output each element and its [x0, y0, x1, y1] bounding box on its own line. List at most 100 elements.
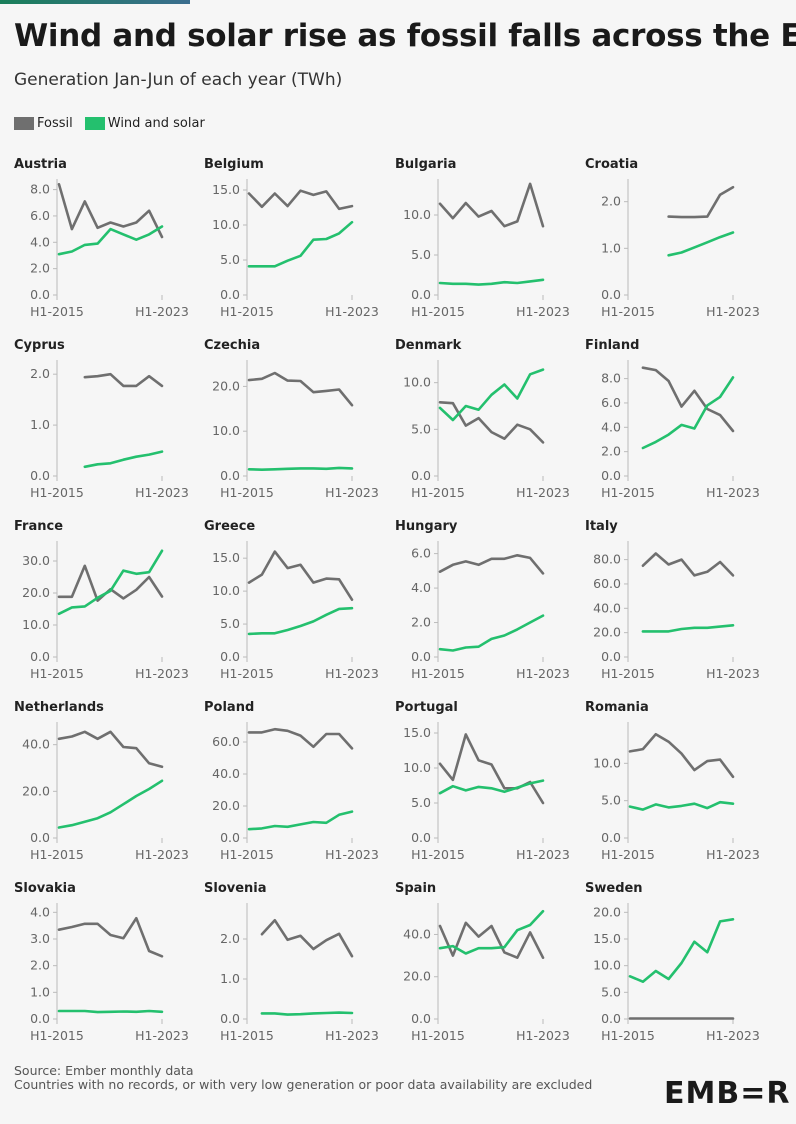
wind-solar-line-hungary: [438, 614, 545, 652]
y-tick-label-denmark: 0.0: [411, 468, 431, 483]
y-tick-label-france: 30.0: [22, 553, 50, 568]
panel-austria: Austria 0.0 2.0 4.0 6.0 8.0 H1-2015 H1-2023: [14, 157, 189, 319]
wind-solar-line-sweden: [628, 917, 735, 984]
x-tick-label-start-czechia: H1-2015: [220, 485, 274, 500]
panel-title-belgium: Belgium: [204, 157, 264, 172]
wind-solar-line-denmark: [438, 368, 545, 422]
panel-title-denmark: Denmark: [395, 338, 462, 353]
y-tick-label-belgium: 10.0: [212, 217, 240, 232]
fossil-swatch: [14, 117, 34, 130]
x-tick-label-start-portugal: H1-2015: [411, 847, 465, 862]
wind-solar-line-italy: [641, 623, 735, 633]
top-accent-bar: [0, 0, 190, 4]
y-tick-label-spain: 0.0: [411, 1011, 431, 1026]
y-tick-label-bulgaria: 10.0: [403, 207, 431, 222]
x-tick-label-start-bulgaria: H1-2015: [411, 304, 465, 319]
y-tick-label-romania: 10.0: [593, 755, 621, 770]
y-tick-label-sweden: 20.0: [593, 904, 621, 919]
panel-title-czechia: Czechia: [204, 338, 260, 353]
x-tick-label-start-austria: H1-2015: [30, 304, 84, 319]
wind-solar-line-france: [57, 549, 164, 616]
x-tick-label-end-cyprus: H1-2023: [135, 485, 189, 500]
x-tick-label-end-denmark: H1-2023: [516, 485, 570, 500]
fossil-line-austria: [57, 183, 164, 239]
x-tick-label-start-denmark: H1-2015: [411, 485, 465, 500]
y-tick-label-portugal: 10.0: [403, 760, 431, 775]
y-tick-label-slovenia: 0.0: [220, 1011, 240, 1026]
fossil-line-cyprus: [83, 372, 164, 388]
y-tick-label-poland: 40.0: [212, 766, 240, 781]
x-tick-label-end-sweden: H1-2023: [706, 1028, 760, 1043]
y-tick-label-hungary: 2.0: [411, 615, 431, 630]
y-tick-label-italy: 0.0: [601, 649, 621, 664]
y-tick-label-italy: 80.0: [593, 552, 621, 567]
fossil-line-hungary: [438, 553, 545, 575]
y-tick-label-cyprus: 0.0: [30, 468, 50, 483]
x-tick-label-end-slovakia: H1-2023: [135, 1028, 189, 1043]
panel-title-slovakia: Slovakia: [14, 881, 76, 896]
y-tick-label-czechia: 20.0: [212, 378, 240, 393]
x-tick-label-end-czechia: H1-2023: [325, 485, 379, 500]
panel-cyprus: Cyprus 0.0 1.0 2.0 H1-2015 H1-2023: [14, 338, 189, 500]
y-tick-label-poland: 60.0: [212, 734, 240, 749]
panel-croatia: Croatia 0.0 1.0 2.0 H1-2015 H1-2023: [585, 157, 760, 319]
fossil-line-czechia: [247, 371, 354, 407]
panel-title-italy: Italy: [585, 519, 618, 534]
y-tick-label-hungary: 6.0: [411, 546, 431, 561]
y-tick-label-finland: 0.0: [601, 468, 621, 483]
fossil-line-greece: [247, 550, 354, 602]
panel-romania: Romania 0.0 5.0 10.0 H1-2015 H1-2023: [585, 700, 760, 862]
y-tick-label-sweden: 0.0: [601, 1011, 621, 1026]
y-tick-label-italy: 40.0: [593, 600, 621, 615]
wind-solar-line-poland: [247, 810, 354, 831]
y-tick-label-cyprus: 1.0: [30, 417, 50, 432]
y-tick-label-austria: 4.0: [30, 234, 50, 249]
y-tick-label-cyprus: 2.0: [30, 366, 50, 381]
panel-title-cyprus: Cyprus: [14, 338, 65, 353]
y-tick-label-france: 20.0: [22, 585, 50, 600]
wind-solar-line-austria: [57, 225, 164, 256]
panel-title-austria: Austria: [14, 157, 67, 172]
x-tick-label-start-france: H1-2015: [30, 666, 84, 681]
panel-finland: Finland 0.0 2.0 4.0 6.0 8.0 H1-2015 H1-2023: [585, 338, 760, 500]
x-tick-label-start-romania: H1-2015: [601, 847, 655, 862]
y-tick-label-spain: 40.0: [403, 926, 431, 941]
legend-label-wind-solar: Wind and solar: [107, 116, 205, 131]
wind-solar-line-netherlands: [57, 779, 164, 829]
wind-solar-line-belgium: [247, 220, 354, 268]
x-tick-label-end-slovenia: H1-2023: [325, 1028, 379, 1043]
x-tick-label-start-slovakia: H1-2015: [30, 1028, 84, 1043]
panel-title-greece: Greece: [204, 519, 255, 534]
panel-title-slovenia: Slovenia: [204, 881, 267, 896]
wind-solar-line-greece: [247, 606, 354, 636]
panel-title-sweden: Sweden: [585, 881, 643, 896]
wind-solar-line-slovenia: [260, 1011, 354, 1016]
panel-hungary: Hungary 0.0 2.0 4.0 6.0 H1-2015 H1-2023: [395, 519, 570, 681]
y-tick-label-netherlands: 0.0: [30, 830, 50, 845]
fossil-line-portugal: [438, 733, 545, 805]
y-tick-label-sweden: 5.0: [601, 984, 621, 999]
fossil-line-denmark: [438, 400, 545, 444]
x-tick-label-end-bulgaria: H1-2023: [516, 304, 570, 319]
page-title: Wind and solar rise as fossil falls acro…: [14, 18, 796, 54]
panel-netherlands: Netherlands 0.0 20.0 40.0 H1-2015 H1-2023: [14, 700, 189, 862]
y-tick-label-slovakia: 1.0: [30, 984, 50, 999]
x-tick-label-start-slovenia: H1-2015: [220, 1028, 274, 1043]
y-tick-label-czechia: 10.0: [212, 423, 240, 438]
y-tick-label-hungary: 4.0: [411, 580, 431, 595]
legend-item-wind-solar: Wind and solar: [84, 116, 205, 131]
panel-czechia: Czechia 0.0 10.0 20.0 H1-2015 H1-2023: [204, 338, 379, 500]
y-tick-label-portugal: 5.0: [411, 795, 431, 810]
fossil-line-spain: [438, 921, 545, 960]
x-tick-label-end-austria: H1-2023: [135, 304, 189, 319]
y-tick-label-austria: 2.0: [30, 261, 50, 276]
fossil-line-netherlands: [57, 730, 164, 769]
y-tick-label-france: 10.0: [22, 617, 50, 632]
source-note: Source: Ember monthly data Countries wit…: [14, 1064, 614, 1092]
x-tick-label-start-belgium: H1-2015: [220, 304, 274, 319]
x-tick-label-start-finland: H1-2015: [601, 485, 655, 500]
x-tick-label-end-spain: H1-2023: [516, 1028, 570, 1043]
y-tick-label-croatia: 1.0: [601, 240, 621, 255]
x-tick-label-start-netherlands: H1-2015: [30, 847, 84, 862]
